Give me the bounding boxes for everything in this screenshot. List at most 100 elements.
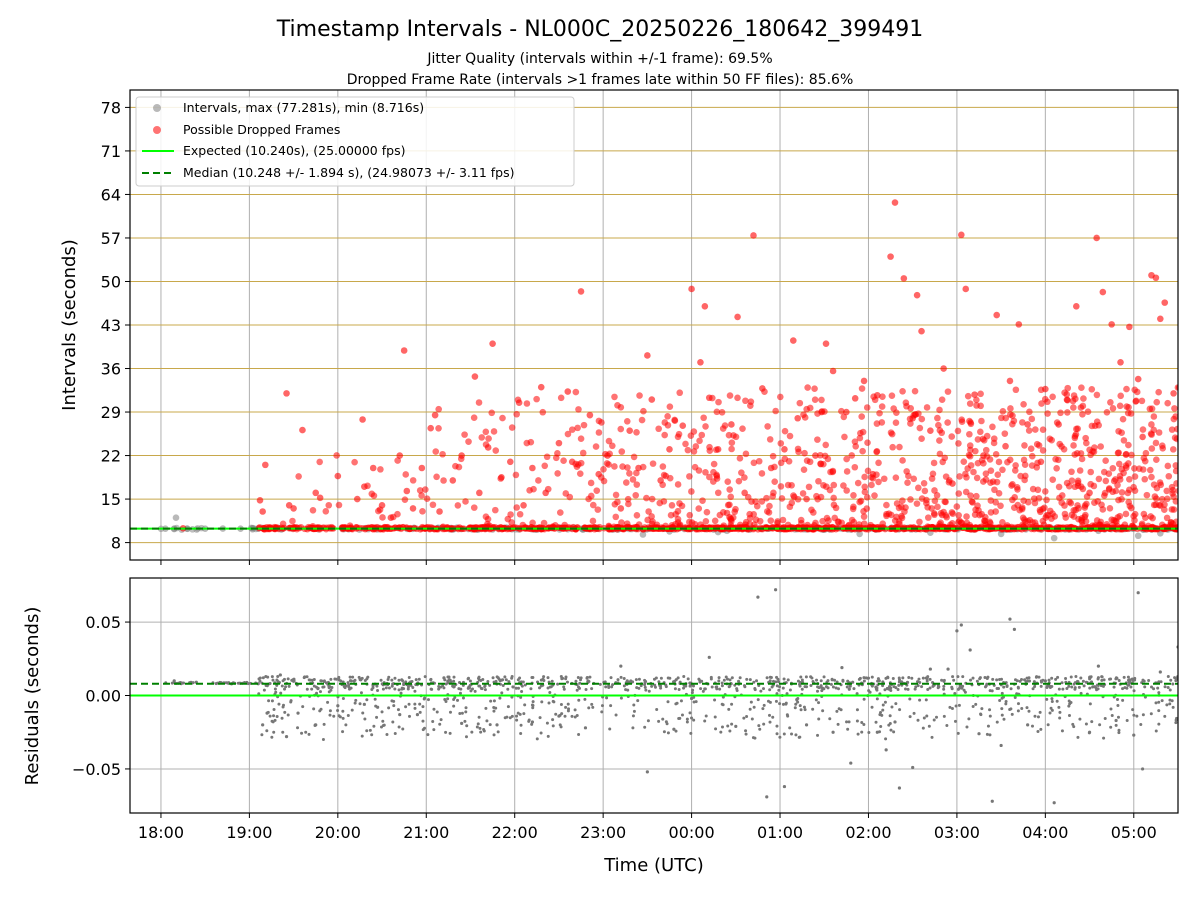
dropped-frame-point <box>767 517 775 524</box>
dropped-frame-point <box>989 423 996 431</box>
dropped-frame-point <box>1172 498 1178 505</box>
dropped-frame-point <box>478 434 486 441</box>
dropped-frame-point <box>353 495 361 503</box>
residual-point <box>1168 702 1172 706</box>
dropped-frame-point <box>1062 514 1070 521</box>
dropped-frame-point <box>861 483 869 491</box>
residual-point <box>1027 679 1031 683</box>
residual-point <box>1084 722 1088 726</box>
dropped-frame-point <box>987 509 995 516</box>
dropped-frame-point <box>580 421 588 429</box>
residual-point <box>290 678 294 682</box>
residual-point <box>1103 717 1107 721</box>
dropped-frame-point <box>851 395 859 402</box>
residual-point <box>703 719 707 723</box>
dropped-frame-point <box>1083 439 1090 447</box>
dropped-frame-point <box>1185 519 1192 526</box>
dropped-frame-point <box>764 423 771 430</box>
dropped-frame-point <box>750 459 758 467</box>
residual-point <box>776 680 780 684</box>
legend-box <box>135 96 575 187</box>
dropped-frame-point <box>636 392 643 399</box>
residual-point <box>821 709 825 713</box>
residual-point <box>922 716 926 720</box>
dropped-frame-point <box>1003 522 1011 529</box>
residual-point <box>270 675 274 679</box>
dropped-frame-point <box>972 506 979 514</box>
residual-point <box>646 719 650 723</box>
dropped-frame-point <box>579 449 587 457</box>
dropped-frame-point <box>513 410 520 418</box>
residual-point <box>644 680 648 684</box>
intervals-y-tick-label: 43 <box>101 316 121 335</box>
dropped-frame-point <box>860 520 868 528</box>
dropped-frame-point <box>561 521 568 529</box>
dropped-frame-point <box>781 427 789 435</box>
dropped-frame-point <box>822 340 830 347</box>
residual-point <box>1025 706 1029 710</box>
residual-point <box>476 676 480 680</box>
dropped-frame-point <box>860 377 868 385</box>
residual-point <box>631 714 635 718</box>
dropped-frame-point <box>999 519 1006 526</box>
residual-point <box>584 688 588 692</box>
residual-point <box>997 687 1001 691</box>
residual-point <box>625 679 629 683</box>
residual-point <box>778 702 782 706</box>
residual-point <box>914 685 918 689</box>
residual-point <box>464 735 468 739</box>
dropped-frame-point <box>686 511 694 519</box>
dropped-frame-point <box>377 466 384 473</box>
time-x-tick-label: 19:00 <box>226 823 272 842</box>
residual-point <box>762 703 766 707</box>
residual-point <box>559 703 563 707</box>
dropped-frame-point <box>758 470 766 477</box>
dropped-frame-point <box>960 458 968 465</box>
dropped-frame-point <box>710 468 717 476</box>
dropped-frame-point <box>892 474 900 481</box>
residual-point <box>329 688 333 692</box>
residual-point <box>1067 704 1071 708</box>
dropped-frame-point <box>1182 492 1189 499</box>
dropped-frame-point <box>1053 464 1060 472</box>
dropped-frame-point <box>1181 494 1188 501</box>
residual-point <box>277 702 281 706</box>
dropped-frame-point <box>489 340 496 347</box>
dropped-frame-point <box>1109 405 1117 412</box>
residual-point <box>794 733 798 737</box>
dropped-frame-point <box>903 402 910 410</box>
dropped-frame-point <box>874 391 881 399</box>
dropped-frame-point <box>1071 451 1079 458</box>
dropped-frame-point <box>1133 388 1141 396</box>
residual-point <box>1016 709 1020 713</box>
dropped-frame-point <box>1152 501 1160 509</box>
residual-point <box>798 681 802 685</box>
residual-point <box>289 700 293 704</box>
residual-point <box>519 731 523 735</box>
dropped-frame-point <box>727 515 734 522</box>
residual-point <box>626 688 630 692</box>
residual-point <box>310 687 314 691</box>
dropped-frame-point <box>1117 359 1124 366</box>
residual-point <box>910 676 914 680</box>
dropped-frame-point <box>1082 434 1089 442</box>
dropped-frame-point <box>370 492 378 499</box>
residual-point <box>1102 678 1106 682</box>
dropped-frame-point <box>1055 421 1062 428</box>
residual-point <box>942 687 946 691</box>
residuals-panel: −0.050.000.05 18:00 19:00 20:00 21:00 22:00 2… <box>22 577 1179 876</box>
dropped-frame-point <box>575 406 582 413</box>
dropped-frame-point <box>648 495 656 503</box>
dropped-frame-point <box>1186 468 1193 475</box>
dropped-frame-point <box>1163 514 1171 522</box>
residual-point <box>1125 718 1129 722</box>
residual-point <box>1169 678 1173 682</box>
residual-point <box>422 726 426 730</box>
dropped-frame-point <box>767 464 775 472</box>
dropped-frame-point <box>706 473 713 481</box>
dropped-frame-point <box>1172 467 1178 475</box>
residual-point <box>755 679 759 683</box>
residual-point <box>720 702 724 706</box>
residual-point <box>275 714 279 718</box>
dropped-frame-point <box>890 405 897 412</box>
